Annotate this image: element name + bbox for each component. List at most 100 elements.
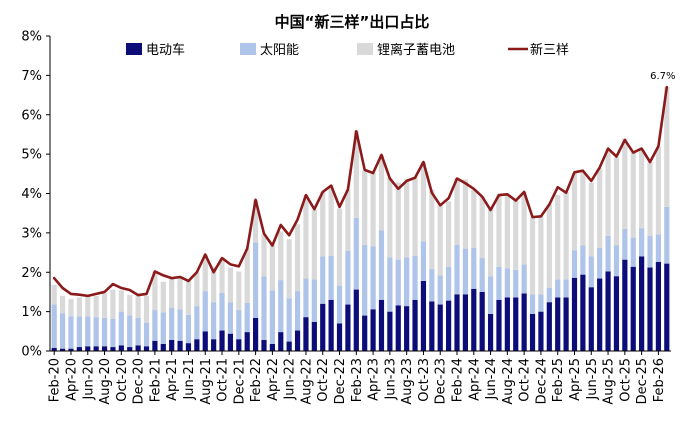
bar-ev-Jul-20 xyxy=(93,346,99,351)
bar-solar-Apr-20 xyxy=(68,316,74,349)
bar-solar-May-25 xyxy=(580,245,586,275)
bar-battery-Mar-25 xyxy=(563,191,569,280)
bar-battery-Apr-23 xyxy=(370,173,376,247)
bar-solar-Jul-20 xyxy=(93,317,99,347)
bar-ev-Feb-23 xyxy=(353,289,359,351)
bar-battery-Mar-23 xyxy=(362,170,368,245)
bar-ev-May-20 xyxy=(76,347,82,351)
bar-ev-Oct-22 xyxy=(320,303,326,351)
bar-solar-Feb-23 xyxy=(353,217,359,290)
bar-battery-Nov-24 xyxy=(529,217,536,295)
x-tick-label-Dec-23: Dec-23 xyxy=(434,358,449,404)
bar-battery-Dec-21 xyxy=(236,271,242,311)
bar-solar-Jun-24 xyxy=(487,276,494,314)
bar-ev-Dec-20 xyxy=(135,345,141,351)
bar-solar-Mar-26 xyxy=(664,206,670,264)
y-tick-label: 8% xyxy=(21,30,42,45)
bar-ev-Sep-20 xyxy=(110,347,116,351)
x-tick-label-Aug-24: Aug-24 xyxy=(501,358,516,405)
bar-battery-Oct-23 xyxy=(420,162,427,242)
bar-ev-Aug-24 xyxy=(504,297,510,351)
bar-ev-Nov-23 xyxy=(429,301,435,351)
bar-solar-Sep-23 xyxy=(412,255,418,300)
bar-solar-Jan-22 xyxy=(244,302,250,333)
x-tick-label-Aug-25: Aug-25 xyxy=(602,358,617,405)
bar-battery-Sep-20 xyxy=(110,289,116,319)
bar-ev-Aug-22 xyxy=(303,317,309,351)
bar-battery-Oct-25 xyxy=(622,138,628,229)
bar-battery-Jun-22 xyxy=(286,239,292,299)
bar-ev-Jun-22 xyxy=(286,341,292,351)
bar-solar-Oct-22 xyxy=(320,256,326,304)
bar-battery-Nov-22 xyxy=(328,184,334,256)
bar-solar-May-22 xyxy=(278,280,284,333)
bar-battery-Apr-20 xyxy=(68,299,74,317)
legend-label-0: 电动车 xyxy=(146,42,185,58)
bar-battery-Aug-23 xyxy=(404,179,410,258)
x-tick-label-Jun-20: Jun-20 xyxy=(81,358,96,401)
bar-battery-Nov-21 xyxy=(227,267,234,303)
bar-solar-Mar-20 xyxy=(59,313,66,349)
x-tick-label-Feb-22: Feb-22 xyxy=(249,358,264,402)
bar-solar-Jun-22 xyxy=(286,298,292,342)
bar-ev-Feb-25 xyxy=(555,297,561,351)
x-tick-label-Jun-23: Jun-23 xyxy=(383,358,398,401)
bar-solar-Feb-26 xyxy=(655,234,662,263)
bar-solar-Oct-25 xyxy=(622,228,628,260)
bar-battery-Dec-24 xyxy=(538,216,544,295)
legend-swatch-2 xyxy=(357,43,373,55)
bar-solar-Nov-25 xyxy=(630,237,636,267)
bar-battery-Oct-20 xyxy=(118,290,124,312)
bar-solar-Oct-20 xyxy=(118,311,124,346)
bar-battery-Sep-22 xyxy=(311,210,317,280)
bar-ev-Apr-24 xyxy=(471,288,477,351)
bar-solar-Sep-20 xyxy=(110,318,116,348)
bar-solar-Mar-22 xyxy=(261,276,267,340)
bar-solar-Oct-23 xyxy=(420,241,427,281)
bar-ev-Jul-21 xyxy=(194,339,200,351)
x-tick-label-Apr-21: Apr-21 xyxy=(165,358,180,401)
y-tick-label: 4% xyxy=(21,187,42,202)
bar-solar-Aug-24 xyxy=(504,268,510,298)
bar-ev-Jan-24 xyxy=(446,300,452,351)
bar-solar-Apr-24 xyxy=(471,247,477,289)
bar-ev-Jun-25 xyxy=(588,287,594,351)
x-tick-label-Feb-24: Feb-24 xyxy=(451,358,466,402)
bar-ev-Mar-20 xyxy=(59,348,66,351)
bar-ev-Feb-26 xyxy=(655,262,662,351)
bar-battery-Apr-22 xyxy=(269,244,275,291)
bar-solar-Sep-25 xyxy=(613,245,620,277)
x-tick-label-Aug-21: Aug-21 xyxy=(199,358,214,405)
bar-ev-Jan-22 xyxy=(244,332,250,351)
bar-battery-Feb-21 xyxy=(152,271,158,311)
x-tick-label-Feb-26: Feb-26 xyxy=(652,358,667,402)
bar-ev-Sep-23 xyxy=(412,299,418,351)
bar-solar-Apr-23 xyxy=(370,246,376,310)
bar-solar-Mar-21 xyxy=(160,312,166,344)
bar-solar-May-23 xyxy=(378,230,385,300)
x-tick-label-Dec-24: Dec-24 xyxy=(534,358,549,404)
bars xyxy=(51,87,670,352)
bar-battery-Aug-22 xyxy=(303,195,309,279)
y-tick-label: 1% xyxy=(21,305,42,320)
bar-solar-Mar-24 xyxy=(462,248,468,295)
x-tick-label-Apr-25: Apr-25 xyxy=(568,358,583,401)
bar-battery-Dec-20 xyxy=(135,295,141,318)
bar-ev-Jan-23 xyxy=(345,304,351,351)
bar-battery-Mar-22 xyxy=(261,234,267,277)
bar-ev-Nov-21 xyxy=(227,333,234,351)
bar-battery-Apr-25 xyxy=(571,173,578,251)
bar-battery-Sep-24 xyxy=(513,200,519,270)
bar-solar-Dec-24 xyxy=(538,294,544,312)
bar-solar-Jan-24 xyxy=(446,266,452,301)
bar-battery-Nov-25 xyxy=(630,152,636,238)
bar-solar-Jul-22 xyxy=(294,291,301,331)
bar-battery-May-23 xyxy=(378,154,385,231)
bar-solar-Dec-20 xyxy=(135,317,141,346)
bar-ev-Feb-21 xyxy=(152,340,158,351)
x-tick-label-Jun-21: Jun-21 xyxy=(182,358,197,401)
annotation-label: 6.7% xyxy=(650,71,675,82)
bar-battery-Feb-25 xyxy=(555,195,561,280)
bar-ev-May-21 xyxy=(177,340,183,351)
